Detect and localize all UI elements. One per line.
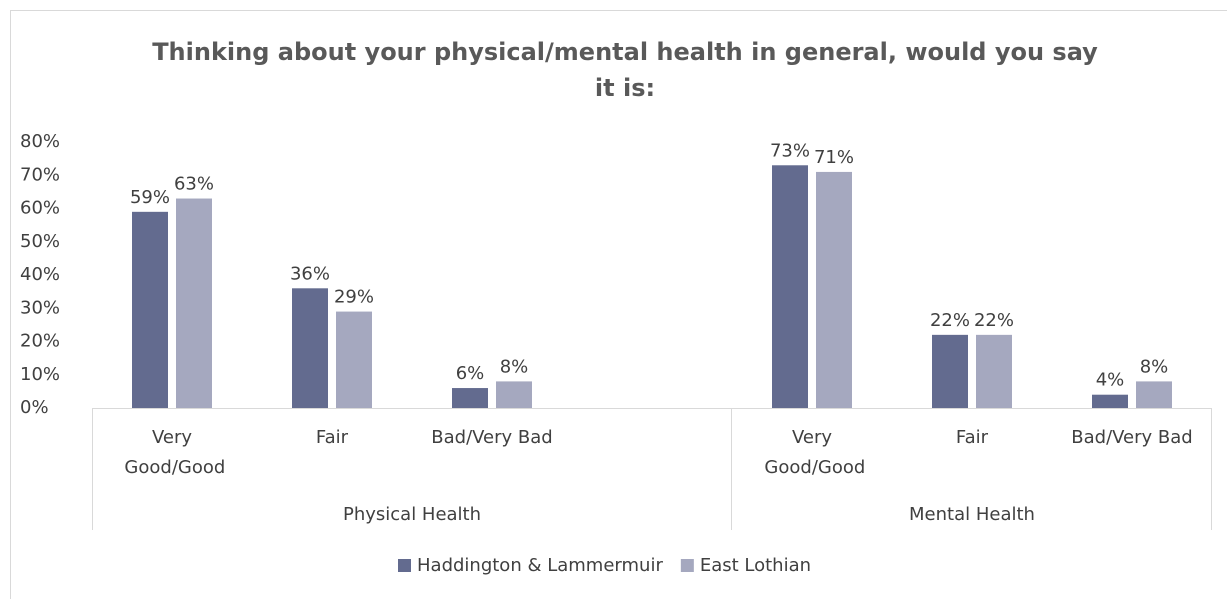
bar xyxy=(816,171,852,408)
x-tick-label: Bad/Very Bad xyxy=(1071,427,1192,448)
bar xyxy=(132,211,168,408)
bar xyxy=(452,388,488,408)
bar xyxy=(976,334,1012,408)
data-label: 36% xyxy=(290,263,330,284)
x-tick-label: Bad/Very Bad xyxy=(431,427,552,448)
legend-label: East Lothian xyxy=(700,555,811,576)
x-tick-label: Very Good/Good xyxy=(759,427,866,478)
legend-swatch xyxy=(680,559,694,572)
group-label: Physical Health xyxy=(343,504,481,525)
data-label: 73% xyxy=(770,140,810,161)
legend-label: Haddington & Lammermuir xyxy=(417,555,663,576)
y-tick-label: 80% xyxy=(20,131,60,152)
data-label: 8% xyxy=(1140,356,1169,377)
data-label: 59% xyxy=(130,187,170,208)
y-tick-label: 50% xyxy=(20,231,60,252)
data-label: 22% xyxy=(974,310,1014,331)
data-label: 22% xyxy=(930,310,970,331)
data-label: 6% xyxy=(456,363,485,384)
bar xyxy=(336,311,372,408)
bar xyxy=(1136,381,1172,408)
x-tick-label: Very Good/Good xyxy=(119,427,226,478)
bar xyxy=(932,334,968,408)
chart-border xyxy=(10,10,1227,599)
y-tick-label: 0% xyxy=(20,397,49,418)
legend-swatch xyxy=(398,559,411,572)
y-tick-label: 10% xyxy=(20,364,60,385)
chart-title: Thinking about your physical/mental heal… xyxy=(152,38,1098,102)
bar xyxy=(496,381,532,408)
data-label: 63% xyxy=(174,174,214,195)
y-tick-label: 40% xyxy=(20,264,60,285)
y-tick-label: 20% xyxy=(20,331,60,352)
data-label: 29% xyxy=(334,287,374,308)
bar xyxy=(772,165,808,408)
x-tick-label: Fair xyxy=(956,427,989,448)
y-tick-label: 60% xyxy=(20,198,60,219)
bar xyxy=(176,198,212,408)
data-label: 4% xyxy=(1096,370,1125,391)
bar xyxy=(292,288,328,408)
y-tick-label: 30% xyxy=(20,297,60,318)
data-label: 8% xyxy=(500,356,529,377)
group-label: Mental Health xyxy=(909,504,1035,525)
bar xyxy=(1092,394,1128,408)
y-tick-label: 70% xyxy=(20,164,60,185)
x-tick-label: Fair xyxy=(316,427,349,448)
data-label: 71% xyxy=(814,147,854,168)
